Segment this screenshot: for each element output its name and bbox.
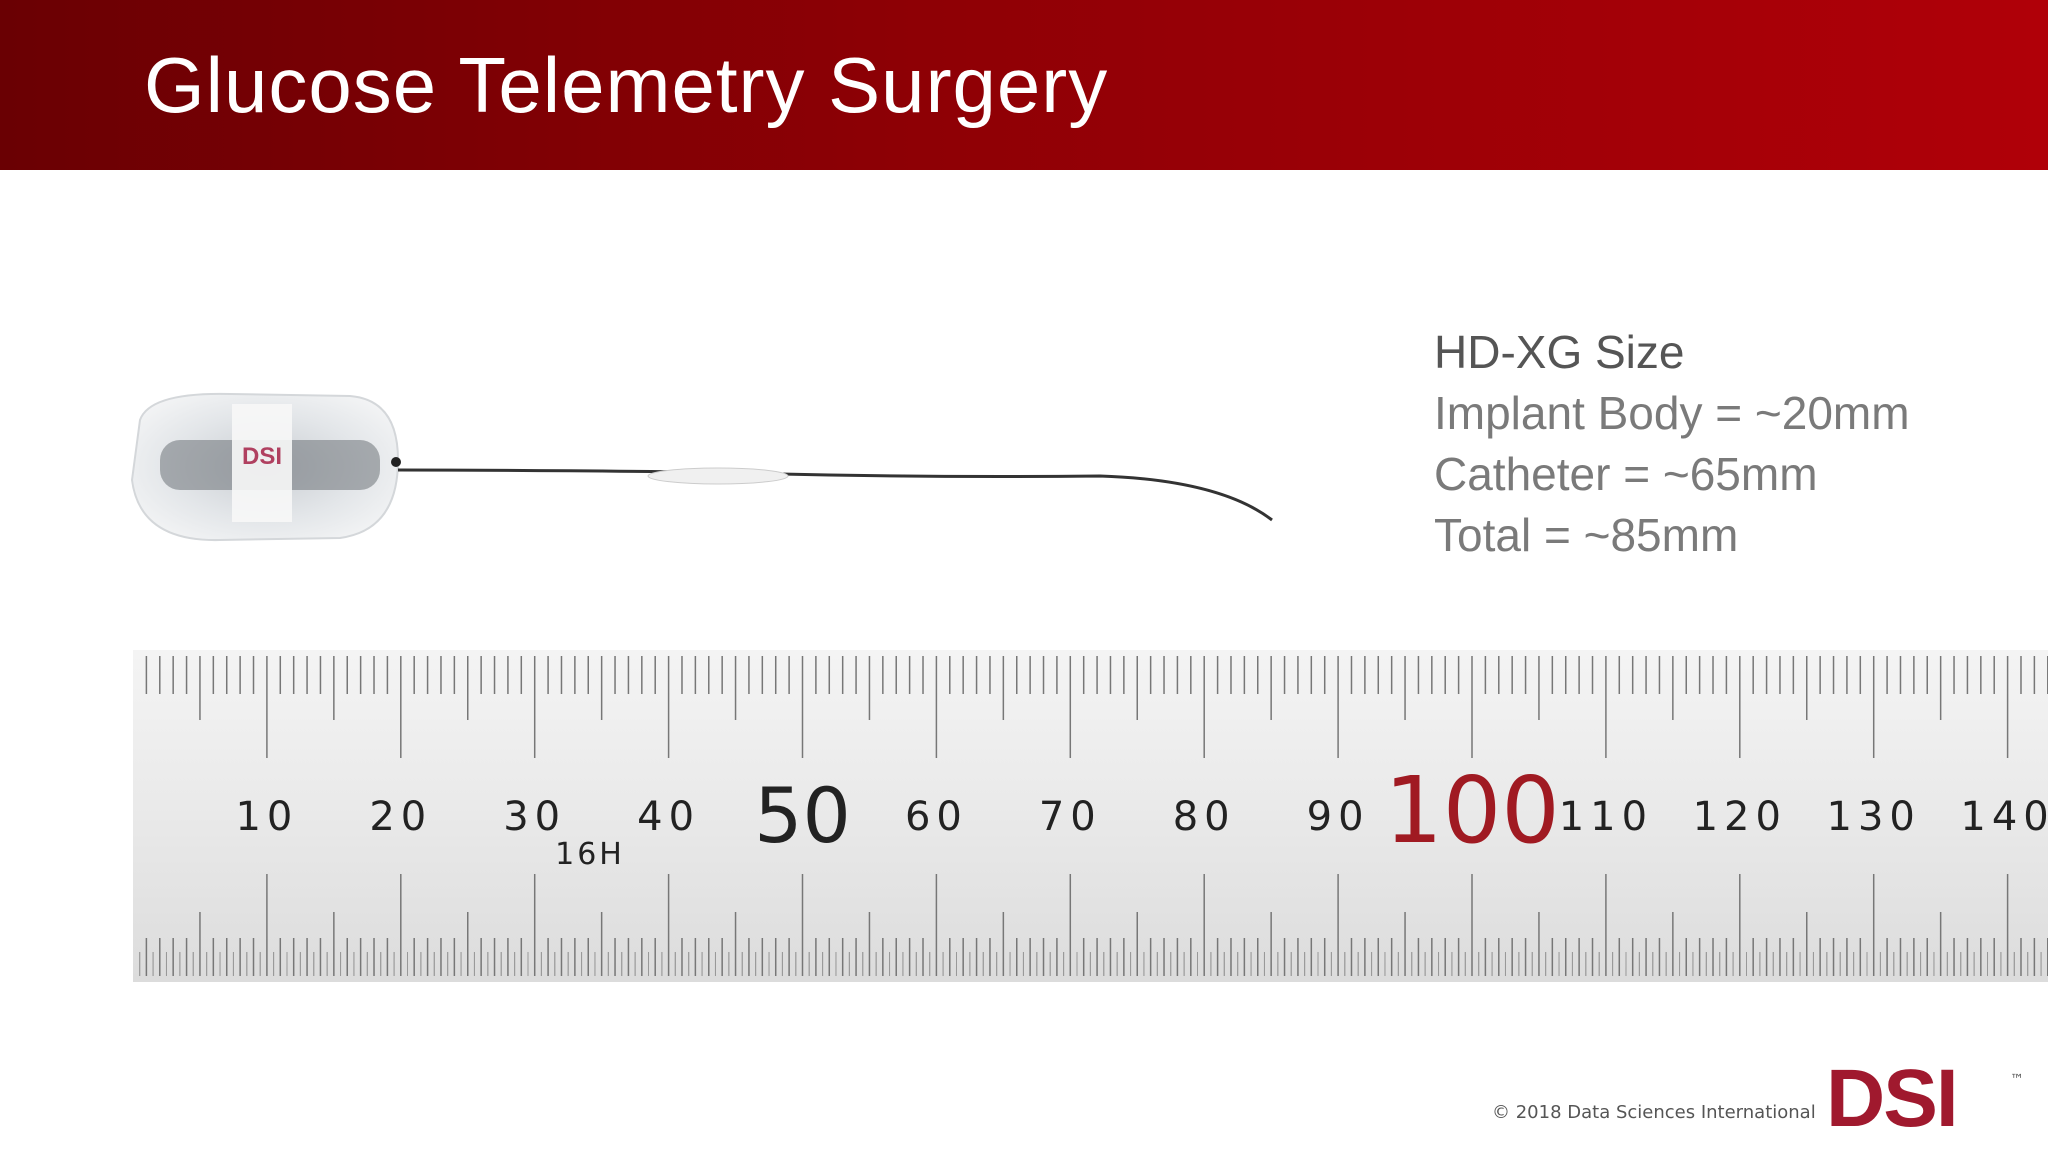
- spec-line: Total = ~85mm: [1434, 509, 1739, 561]
- logo: DSI: [1826, 1053, 1959, 1144]
- ruler-label: 120: [1693, 794, 1787, 840]
- ruler-label: 60: [905, 794, 968, 840]
- ruler-label: 10: [235, 794, 298, 840]
- ruler-label: 90: [1307, 794, 1370, 840]
- ruler-label: 100: [1384, 757, 1560, 864]
- implant-label: DSI: [242, 443, 282, 470]
- catheter-sleeve: [647, 467, 789, 485]
- ruler-label: 70: [1039, 794, 1102, 840]
- trademark: ™: [2010, 1072, 2024, 1088]
- implant: DSI: [130, 392, 1273, 542]
- catheter: [397, 468, 1273, 522]
- implant-sticker: [232, 404, 292, 522]
- ruler-label: 20: [369, 794, 432, 840]
- ruler-label: 80: [1173, 794, 1236, 840]
- copyright: © 2018 Data Sciences International: [1492, 1102, 1816, 1123]
- implant-port: [391, 457, 401, 467]
- ruler-label: 140: [1960, 794, 2048, 840]
- ruler-label: 110: [1559, 794, 1653, 840]
- spec-line: Implant Body = ~20mm: [1434, 387, 1910, 439]
- ruler-mark: 16H: [555, 837, 625, 872]
- specs-heading: HD-XG Size: [1434, 326, 1685, 378]
- ruler-label: 50: [754, 771, 851, 860]
- ruler-body: [133, 650, 2048, 982]
- spec-line: Catheter = ~65mm: [1434, 448, 1818, 500]
- ruler-label: 130: [1827, 794, 1921, 840]
- slide-title: Glucose Telemetry Surgery: [144, 41, 1109, 129]
- header-bar: Glucose Telemetry Surgery: [0, 0, 2048, 170]
- ruler-label: 30: [503, 794, 566, 840]
- ruler-label: 40: [637, 794, 700, 840]
- specs: HD-XG Size Implant Body = ~20mm Catheter…: [1434, 322, 1910, 566]
